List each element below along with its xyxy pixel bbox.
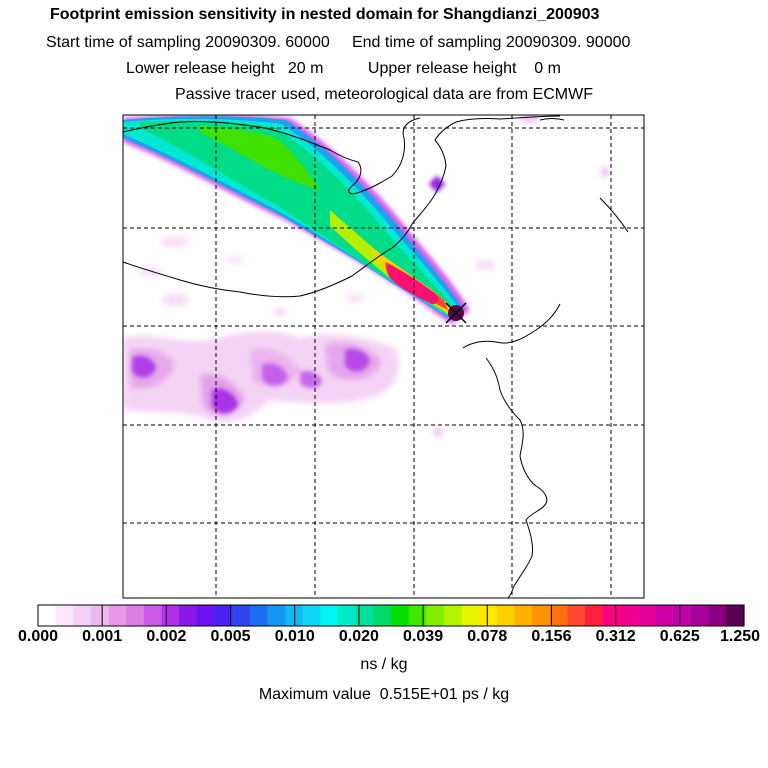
color-scale-cell <box>408 605 427 626</box>
color-scale-tick-label: 1.250 <box>719 628 761 645</box>
color-scale-tick-label: 0.312 <box>595 628 636 645</box>
color-scale-tick-label: 0.039 <box>403 628 444 645</box>
color-scale-tick-label: 0.010 <box>274 628 315 645</box>
sampling-time-line: Start time of sampling 20090309. 60000 E… <box>46 34 631 51</box>
color-scale-tick-label: 0.005 <box>210 628 251 645</box>
color-scale-cell <box>161 605 180 626</box>
color-scale-cell <box>691 605 710 626</box>
color-scale-cell <box>126 605 145 626</box>
color-scale-cell <box>249 605 269 626</box>
moderate-sensitivity-patches <box>132 175 446 414</box>
color-scale-cell <box>285 605 304 626</box>
color-scale-cell <box>391 605 410 626</box>
color-scale-cell <box>461 605 480 626</box>
color-scale-cell <box>585 605 604 626</box>
color-scale-cell <box>320 605 339 626</box>
color-scale-cell <box>232 605 251 626</box>
color-scale-cell <box>73 605 92 626</box>
color-scale-tick-label: 0.156 <box>531 628 572 645</box>
color-scale-cell <box>196 605 216 626</box>
color-scale-cell <box>479 605 498 626</box>
color-scale-cell <box>708 605 727 626</box>
map-frame <box>122 114 645 599</box>
color-scale-cell <box>602 605 622 626</box>
release-height-line: Lower release height 20 m Upper release … <box>126 60 561 77</box>
color-scale-cell <box>496 605 516 626</box>
color-scale-tick-label: 0.020 <box>338 628 379 645</box>
color-scale-cell <box>214 605 233 626</box>
color-scale-cell <box>302 605 321 626</box>
maximum-value-label: Maximum value 0.515E+01 ps / kg <box>258 686 510 703</box>
map-field <box>123 115 609 436</box>
color-scale-cell <box>620 605 639 626</box>
color-scale-cell <box>532 605 551 626</box>
color-scale-tick-label: 0.002 <box>146 628 187 645</box>
color-scale-cell <box>567 605 586 626</box>
color-scale-cell <box>373 605 392 626</box>
color-scale-tick-label: 0.078 <box>467 628 508 645</box>
color-scale-cell <box>514 605 533 626</box>
color-scale-cell <box>90 605 110 626</box>
color-scale-cell <box>38 605 57 626</box>
color-scale-tick-label: 0.001 <box>82 628 123 645</box>
color-scale-cell <box>443 605 463 626</box>
emission-plume <box>123 115 470 324</box>
color-scale-cell <box>638 605 657 626</box>
tracer-info-line: Passive tracer used, meteorological data… <box>175 86 593 103</box>
color-scale-tick-label: 0.000 <box>17 628 59 645</box>
coastlines <box>122 115 629 599</box>
color-scale-cell <box>267 605 286 626</box>
color-scale-tick-label: 0.625 <box>659 628 700 645</box>
lat-lon-grid <box>123 115 644 598</box>
color-scale-cell <box>108 605 127 626</box>
color-scale-cell <box>655 605 674 626</box>
color-scale-cell <box>338 605 357 626</box>
color-scale-cell <box>426 605 445 626</box>
color-scale-unit: ns / kg <box>360 656 408 673</box>
color-scale-cell <box>355 605 374 626</box>
color-scale-cell <box>726 605 745 626</box>
color-scale-cell <box>179 605 198 626</box>
plot-title: Footprint emission sensitivity in nested… <box>50 6 600 23</box>
color-scale-cell <box>549 605 569 626</box>
color-scale-cell <box>673 605 692 626</box>
x-cross-icon <box>445 302 467 324</box>
color-scale-cell <box>143 605 163 626</box>
color-scale-cell <box>55 605 74 626</box>
